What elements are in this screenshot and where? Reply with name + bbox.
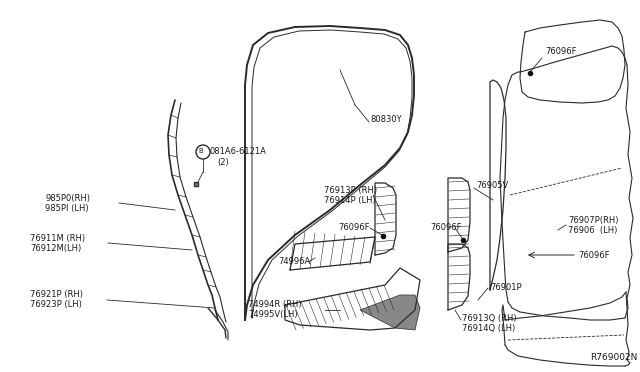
Text: 74994R (RH): 74994R (RH) — [248, 301, 301, 310]
Text: 76096F: 76096F — [338, 224, 369, 232]
Text: 74996A: 74996A — [278, 257, 310, 266]
Text: 76923P (LH): 76923P (LH) — [30, 301, 82, 310]
Text: 76914Q (LH): 76914Q (LH) — [462, 324, 515, 333]
Text: (2): (2) — [217, 157, 228, 167]
Text: 76921P (RH): 76921P (RH) — [30, 291, 83, 299]
Text: 76912M(LH): 76912M(LH) — [30, 244, 81, 253]
Text: 76911M (RH): 76911M (RH) — [30, 234, 85, 243]
Polygon shape — [360, 295, 420, 330]
Text: 76907P(RH): 76907P(RH) — [568, 215, 618, 224]
Text: 985PI (LH): 985PI (LH) — [45, 203, 88, 212]
Text: 081A6-6121A: 081A6-6121A — [210, 148, 267, 157]
Text: R769002N: R769002N — [590, 353, 637, 362]
Text: 76914P (LH): 76914P (LH) — [324, 196, 376, 205]
Text: 80830Y: 80830Y — [370, 115, 402, 125]
Text: 76096F: 76096F — [545, 48, 577, 57]
Text: 74995V(LH): 74995V(LH) — [248, 311, 298, 320]
Text: 76096F: 76096F — [578, 250, 609, 260]
Text: 76913P (RH): 76913P (RH) — [324, 186, 377, 195]
Text: 76096F: 76096F — [430, 224, 461, 232]
Text: 76905V: 76905V — [476, 180, 508, 189]
Text: 76901P: 76901P — [490, 283, 522, 292]
Text: 985P0(RH): 985P0(RH) — [45, 193, 90, 202]
Text: 76913Q (RH): 76913Q (RH) — [462, 314, 516, 323]
Text: B: B — [198, 148, 204, 154]
Text: 76906  (LH): 76906 (LH) — [568, 225, 618, 234]
